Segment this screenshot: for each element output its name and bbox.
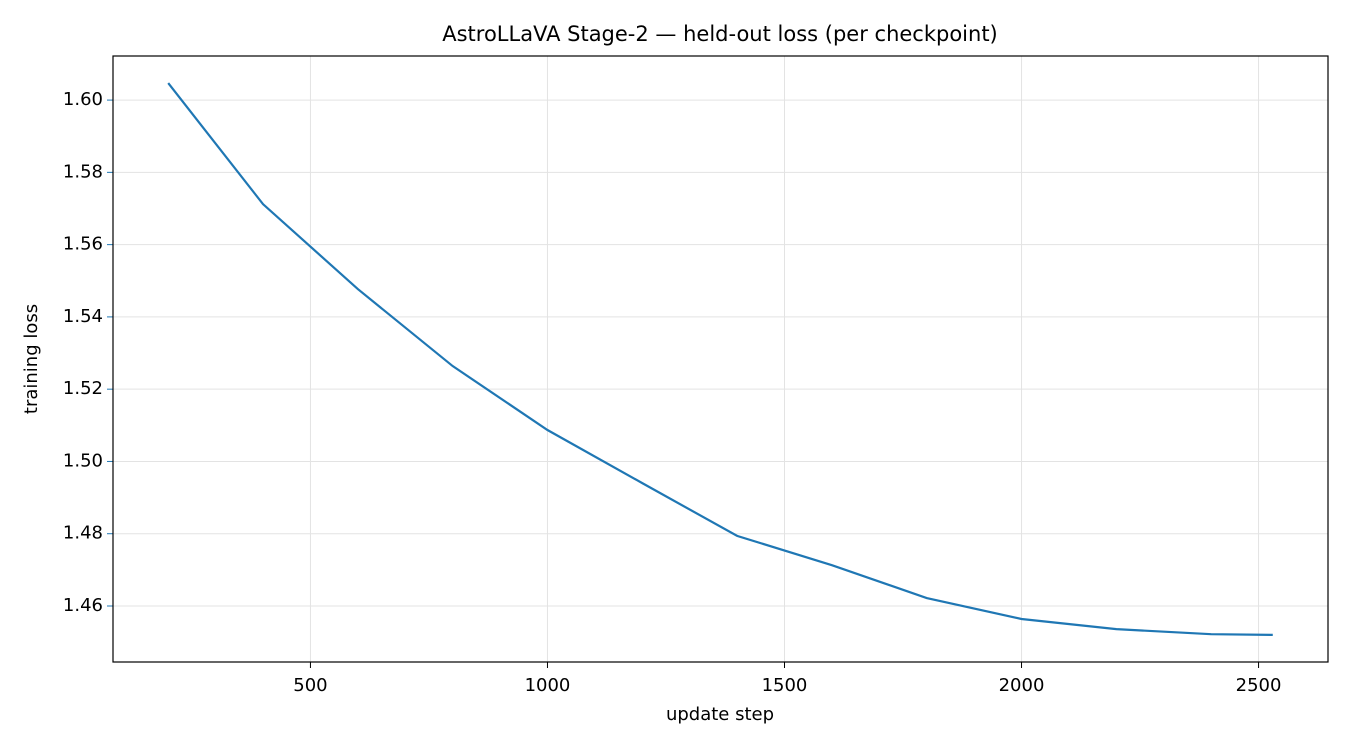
y-tick-label: 1.50 — [63, 450, 103, 471]
x-tick-label: 2500 — [1236, 675, 1282, 696]
y-tick-label: 1.60 — [63, 89, 103, 110]
x-axis-label: update step — [666, 704, 774, 725]
y-tick-label: 1.46 — [63, 595, 103, 616]
y-tick-label: 1.56 — [63, 234, 103, 255]
x-tick-label: 500 — [293, 675, 327, 696]
y-tick-label: 1.52 — [63, 378, 103, 399]
y-axis-label: training loss — [21, 304, 42, 414]
chart-title: AstroLLaVA Stage-2 — held-out loss (per … — [442, 22, 998, 46]
y-tick-label: 1.48 — [63, 523, 103, 544]
x-tick-label: 2000 — [999, 675, 1045, 696]
line — [167, 82, 1273, 636]
plot-frame — [112, 55, 1329, 663]
x-tick-label: 1500 — [762, 675, 808, 696]
y-tick-label: 1.54 — [63, 306, 103, 327]
y-tick-label: 1.58 — [63, 161, 103, 182]
x-tick-label: 1000 — [525, 675, 571, 696]
